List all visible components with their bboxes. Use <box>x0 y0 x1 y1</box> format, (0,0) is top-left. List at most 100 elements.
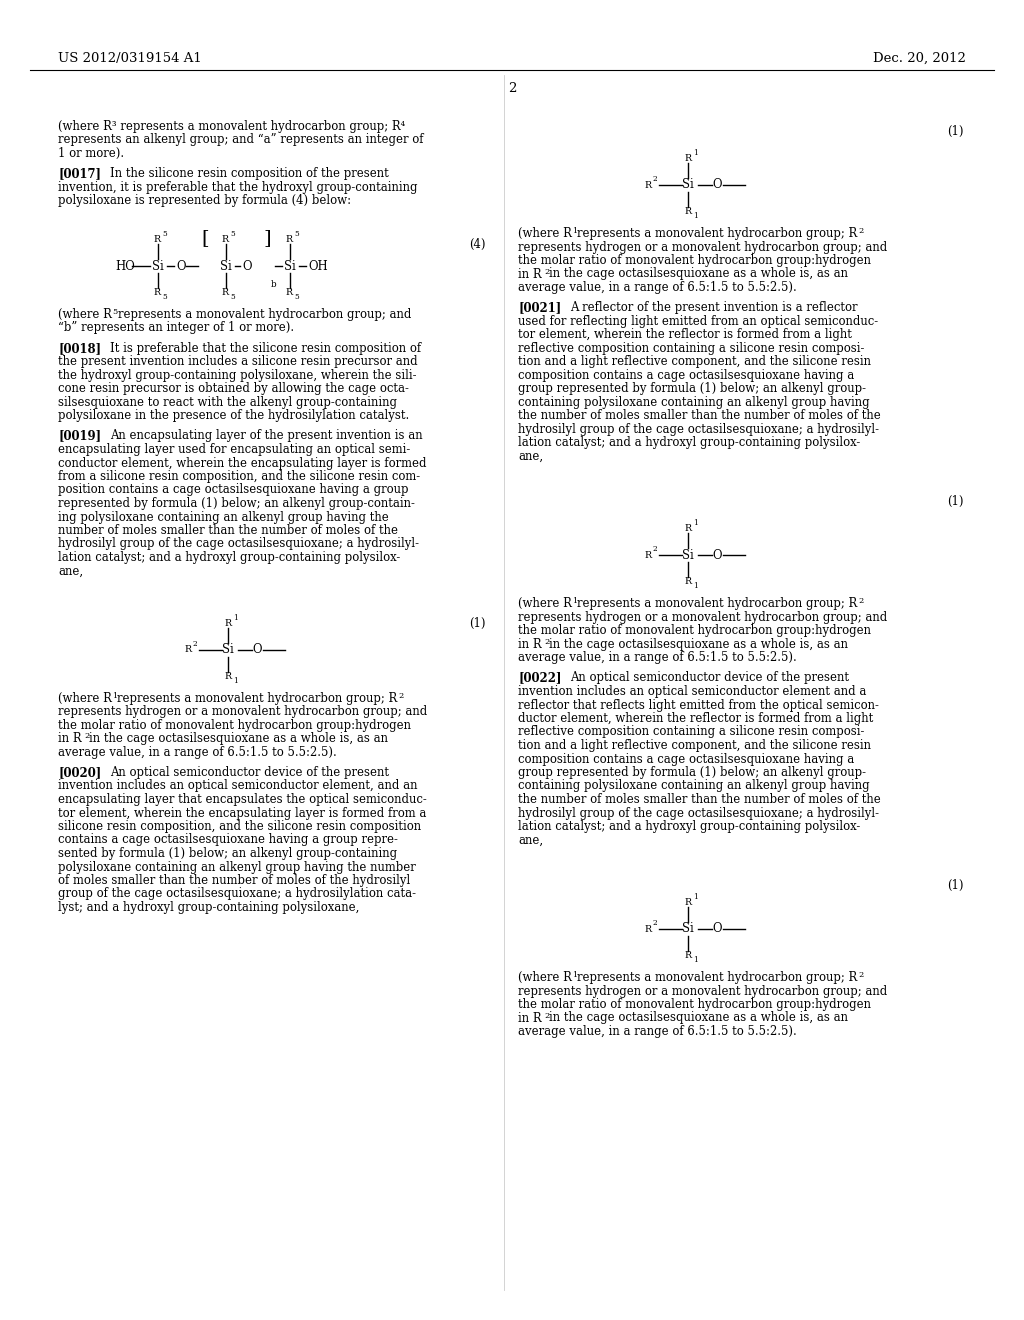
Text: of moles smaller than the number of moles of the hydrosilyl: of moles smaller than the number of mole… <box>58 874 411 887</box>
Text: lation catalyst; and a hydroxyl group-containing polysilox-: lation catalyst; and a hydroxyl group-co… <box>518 820 860 833</box>
Text: It is preferable that the silicone resin composition of: It is preferable that the silicone resin… <box>110 342 421 355</box>
Text: (where R: (where R <box>58 692 112 705</box>
Text: 2: 2 <box>193 640 198 648</box>
Text: A reflector of the present invention is a reflector: A reflector of the present invention is … <box>570 301 857 314</box>
Text: O: O <box>252 643 261 656</box>
Text: represents a monovalent hydrocarbon group; R: represents a monovalent hydrocarbon grou… <box>577 972 857 983</box>
Text: R: R <box>225 619 232 628</box>
Text: conductor element, wherein the encapsulating layer is formed: conductor element, wherein the encapsula… <box>58 457 427 470</box>
Text: 2: 2 <box>858 597 863 606</box>
Text: composition contains a cage octasilsesquioxane having a: composition contains a cage octasilsesqu… <box>518 752 854 766</box>
Text: used for reflecting light emitted from an optical semiconduc-: used for reflecting light emitted from a… <box>518 314 879 327</box>
Text: R: R <box>685 524 692 533</box>
Text: R: R <box>645 181 652 190</box>
Text: average value, in a range of 6.5:1.5 to 5.5:2.5).: average value, in a range of 6.5:1.5 to … <box>518 651 797 664</box>
Text: represents a monovalent hydrocarbon group; R: represents a monovalent hydrocarbon grou… <box>577 227 857 240</box>
Text: represents hydrogen or a monovalent hydrocarbon group; and: represents hydrogen or a monovalent hydr… <box>518 240 887 253</box>
Text: in the cage octasilsesquioxane as a whole is, as an: in the cage octasilsesquioxane as a whol… <box>549 268 848 281</box>
Text: the hydroxyl group-containing polysiloxane, wherein the sili-: the hydroxyl group-containing polysiloxa… <box>58 368 417 381</box>
Text: (where R: (where R <box>58 308 112 321</box>
Text: tor element, wherein the reflector is formed from a light: tor element, wherein the reflector is fo… <box>518 329 852 342</box>
Text: in R: in R <box>518 1011 542 1024</box>
Text: 5: 5 <box>162 293 167 301</box>
Text: 2: 2 <box>544 268 549 276</box>
Text: 5: 5 <box>112 308 118 315</box>
Text: (where R: (where R <box>518 227 571 240</box>
Text: O: O <box>176 260 185 272</box>
Text: Si: Si <box>682 178 693 191</box>
Text: in the cage octasilsesquioxane as a whole is, as an: in the cage octasilsesquioxane as a whol… <box>89 733 388 746</box>
Text: (where R: (where R <box>518 597 571 610</box>
Text: R: R <box>645 550 652 560</box>
Text: silsesquioxane to react with the alkenyl group-containing: silsesquioxane to react with the alkenyl… <box>58 396 397 409</box>
Text: ane,: ane, <box>518 833 543 846</box>
Text: hydrosilyl group of the cage octasilsesquioxane; a hydrosilyl-: hydrosilyl group of the cage octasilsesq… <box>58 537 419 550</box>
Text: R: R <box>154 288 161 297</box>
Text: composition contains a cage octasilsesquioxane having a: composition contains a cage octasilsesqu… <box>518 368 854 381</box>
Text: O: O <box>712 178 722 191</box>
Text: ane,: ane, <box>518 450 543 463</box>
Text: 2: 2 <box>858 972 863 979</box>
Text: represents a monovalent hydrocarbon group; R: represents a monovalent hydrocarbon grou… <box>577 597 857 610</box>
Text: In the silicone resin composition of the present: In the silicone resin composition of the… <box>110 168 389 181</box>
Text: ane,: ane, <box>58 565 83 578</box>
Text: US 2012/0319154 A1: US 2012/0319154 A1 <box>58 51 202 65</box>
Text: hydrosilyl group of the cage octasilsesquioxane; a hydrosilyl-: hydrosilyl group of the cage octasilsesq… <box>518 422 879 436</box>
Text: 2: 2 <box>544 1011 549 1019</box>
Text: O: O <box>712 549 722 562</box>
Text: (1): (1) <box>947 495 964 508</box>
Text: R: R <box>685 207 692 216</box>
Text: represents a monovalent hydrocarbon group; and: represents a monovalent hydrocarbon grou… <box>118 308 412 321</box>
Text: Dec. 20, 2012: Dec. 20, 2012 <box>873 51 966 65</box>
Text: R: R <box>685 577 692 586</box>
Text: O: O <box>712 923 722 936</box>
Text: represents hydrogen or a monovalent hydrocarbon group; and: represents hydrogen or a monovalent hydr… <box>518 611 887 624</box>
Text: Si: Si <box>682 549 693 562</box>
Text: [0018]: [0018] <box>58 342 101 355</box>
Text: tion and a light reflective component, and the silicone resin: tion and a light reflective component, a… <box>518 355 871 368</box>
Text: 5: 5 <box>162 230 167 238</box>
Text: R: R <box>685 950 692 960</box>
Text: (1): (1) <box>469 616 486 630</box>
Text: in the cage octasilsesquioxane as a whole is, as an: in the cage octasilsesquioxane as a whol… <box>549 638 848 651</box>
Text: b: b <box>271 280 276 289</box>
Text: R: R <box>154 235 161 244</box>
Text: encapsulating layer that encapsulates the optical semiconduc-: encapsulating layer that encapsulates th… <box>58 793 427 807</box>
Text: (4): (4) <box>469 238 486 251</box>
Text: Si: Si <box>220 260 231 272</box>
Text: the present invention includes a silicone resin precursor and: the present invention includes a silicon… <box>58 355 418 368</box>
Text: R: R <box>222 288 229 297</box>
Text: sented by formula (1) below; an alkenyl group-containing: sented by formula (1) below; an alkenyl … <box>58 847 397 861</box>
Text: the number of moles smaller than the number of moles of the: the number of moles smaller than the num… <box>518 409 881 422</box>
Text: represents hydrogen or a monovalent hydrocarbon group; and: represents hydrogen or a monovalent hydr… <box>518 985 887 998</box>
Text: tor element, wherein the encapsulating layer is formed from a: tor element, wherein the encapsulating l… <box>58 807 426 820</box>
Text: 5: 5 <box>294 230 299 238</box>
Text: R: R <box>685 898 692 907</box>
Text: contains a cage octasilsesquioxane having a group repre-: contains a cage octasilsesquioxane havin… <box>58 833 398 846</box>
Text: 5: 5 <box>294 293 299 301</box>
Text: 5: 5 <box>230 230 234 238</box>
Text: An optical semiconductor device of the present: An optical semiconductor device of the p… <box>110 766 389 779</box>
Text: Si: Si <box>222 643 233 656</box>
Text: group represented by formula (1) below; an alkenyl group-: group represented by formula (1) below; … <box>518 766 866 779</box>
Text: represents an alkenyl group; and “a” represents an integer of: represents an alkenyl group; and “a” rep… <box>58 133 424 147</box>
Text: in R: in R <box>518 638 542 651</box>
Text: 1: 1 <box>572 597 578 606</box>
Text: 2: 2 <box>653 176 657 183</box>
Text: average value, in a range of 6.5:1.5 to 5.5:2.5).: average value, in a range of 6.5:1.5 to … <box>518 1026 797 1038</box>
Text: from a silicone resin composition, and the silicone resin com-: from a silicone resin composition, and t… <box>58 470 420 483</box>
Text: 1: 1 <box>693 213 697 220</box>
Text: R: R <box>645 924 652 933</box>
Text: containing polysiloxane containing an alkenyl group having: containing polysiloxane containing an al… <box>518 396 869 409</box>
Text: polysiloxane is represented by formula (4) below:: polysiloxane is represented by formula (… <box>58 194 351 207</box>
Text: average value, in a range of 6.5:1.5 to 5.5:2.5).: average value, in a range of 6.5:1.5 to … <box>58 746 337 759</box>
Text: encapsulating layer used for encapsulating an optical semi-: encapsulating layer used for encapsulati… <box>58 444 411 455</box>
Text: ]: ] <box>263 228 270 247</box>
Text: O: O <box>242 260 252 272</box>
Text: the molar ratio of monovalent hydrocarbon group:hydrogen: the molar ratio of monovalent hydrocarbo… <box>518 998 871 1011</box>
Text: hydrosilyl group of the cage octasilsesquioxane; a hydrosilyl-: hydrosilyl group of the cage octasilsesq… <box>518 807 879 820</box>
Text: lation catalyst; and a hydroxyl group-containing polysilox-: lation catalyst; and a hydroxyl group-co… <box>58 550 400 564</box>
Text: 5: 5 <box>230 293 234 301</box>
Text: invention includes an optical semiconductor element, and an: invention includes an optical semiconduc… <box>58 780 418 792</box>
Text: in the cage octasilsesquioxane as a whole is, as an: in the cage octasilsesquioxane as a whol… <box>549 1011 848 1024</box>
